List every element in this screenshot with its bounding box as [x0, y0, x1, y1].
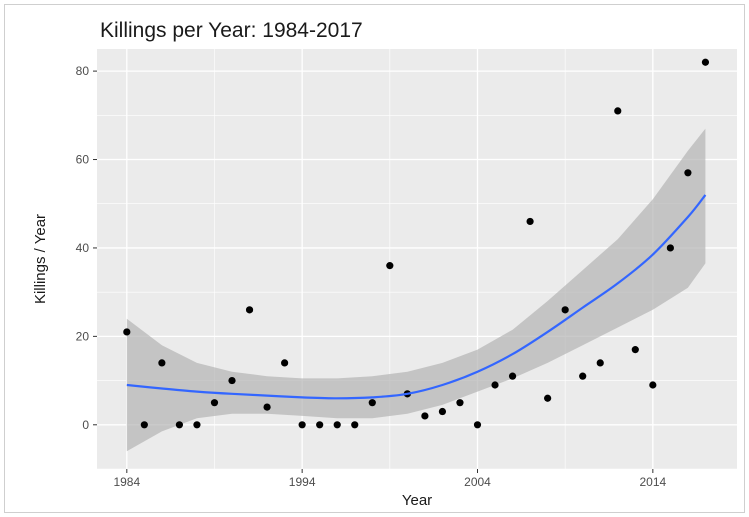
data-point	[316, 421, 324, 429]
y-tick-label: 20	[76, 329, 90, 343]
data-point	[123, 328, 131, 336]
y-tick-label: 60	[76, 153, 90, 167]
data-point	[701, 58, 710, 66]
data-point	[368, 399, 376, 407]
data-point	[158, 359, 166, 367]
smooth-fit-line	[126, 194, 707, 400]
data-point	[684, 169, 692, 177]
data-point	[649, 381, 657, 389]
x-axis-title: Year	[402, 492, 432, 509]
confidence-band	[126, 128, 706, 452]
data-point	[333, 421, 341, 429]
data-point	[281, 359, 289, 367]
data-points	[123, 58, 710, 429]
data-point	[544, 394, 552, 402]
data-point	[386, 262, 394, 270]
chart-title: Killings per Year: 1984-2017	[100, 19, 363, 42]
data-point	[666, 244, 674, 252]
data-point	[614, 107, 622, 115]
data-point	[579, 372, 587, 380]
data-point	[561, 306, 569, 314]
y-tick-label: 40	[76, 241, 90, 255]
x-tick-label: 2004	[464, 475, 491, 489]
chart-plot: 1984 1994 2004 2014 0 20 40 60 80 Year Killings …	[32, 49, 737, 509]
x-tick-label: 2014	[639, 475, 666, 489]
data-point	[526, 217, 534, 226]
y-tick-label: 0	[82, 418, 89, 432]
data-point	[491, 381, 499, 389]
data-point	[351, 421, 359, 429]
y-axis-title: Killings / Year	[32, 214, 49, 304]
data-point	[438, 407, 447, 416]
data-point	[473, 421, 482, 429]
axes: 1984 1994 2004 2014 0 20 40 60 80	[76, 64, 667, 489]
data-point	[228, 376, 236, 385]
data-point	[175, 421, 184, 429]
data-point	[631, 346, 639, 354]
data-point	[508, 372, 517, 380]
data-point	[456, 399, 464, 407]
data-point	[210, 399, 219, 407]
x-tick-label: 1984	[113, 475, 140, 489]
y-tick-label: 80	[76, 64, 90, 78]
data-point	[140, 421, 148, 429]
data-point	[193, 421, 201, 429]
chart-frame: Killings per Year: 1984-2017 1984 1994 200…	[4, 4, 745, 513]
data-point	[421, 412, 429, 420]
data-point	[245, 306, 254, 314]
data-point	[263, 403, 271, 411]
data-point	[298, 421, 306, 429]
x-tick-label: 1994	[289, 475, 316, 489]
data-point	[596, 359, 604, 367]
